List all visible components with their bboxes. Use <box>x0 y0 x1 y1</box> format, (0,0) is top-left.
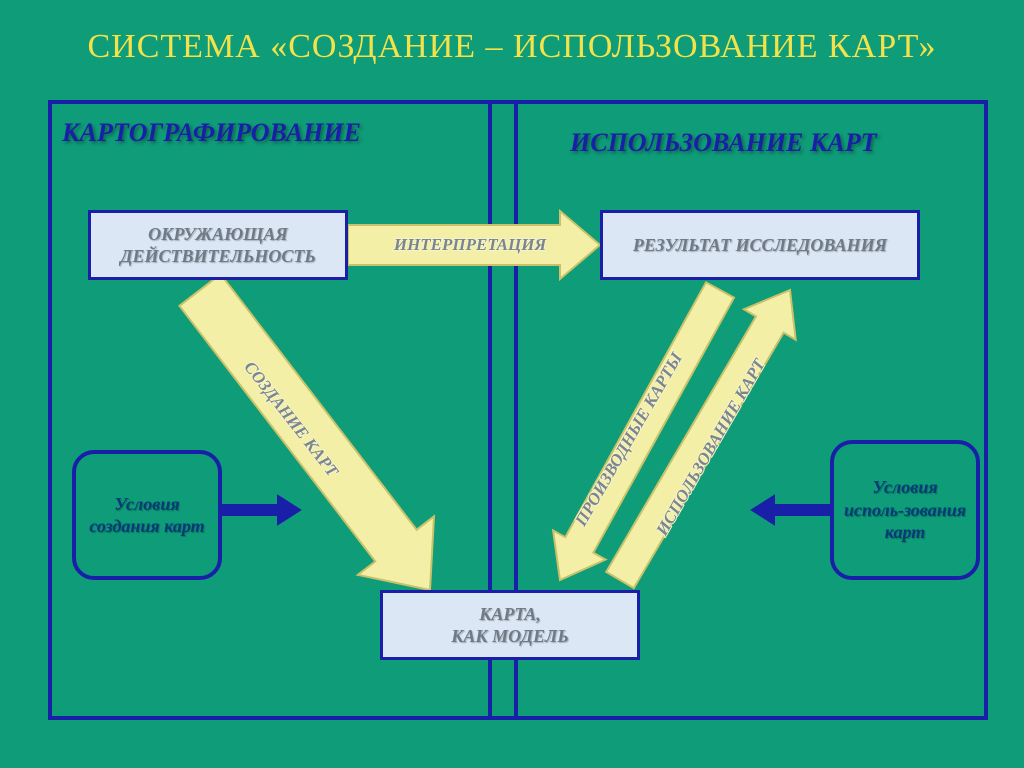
node-model: КАРТА, КАК МОДЕЛЬ <box>380 590 640 660</box>
diagram-stage: СИСТЕМА «СОЗДАНИЕ – ИСПОЛЬЗОВАНИЕ КАРТ» … <box>0 0 1024 768</box>
page-title: СИСТЕМА «СОЗДАНИЕ – ИСПОЛЬЗОВАНИЕ КАРТ» <box>0 28 1024 66</box>
node-reality: ОКРУЖАЮЩАЯ ДЕЙСТВИТЕЛЬНОСТЬ <box>88 210 348 280</box>
panel-left-label: КАРТОГРАФИРОВАНИЕ <box>62 118 382 148</box>
panel-right-label: ИСПОЛЬЗОВАНИЕ КАРТ <box>570 128 970 158</box>
node-cond-right: Условия исполь-зования карт <box>830 440 980 580</box>
node-result: РЕЗУЛЬТАТ ИССЛЕДОВАНИЯ <box>600 210 920 280</box>
node-cond-left: Условия создания карт <box>72 450 222 580</box>
